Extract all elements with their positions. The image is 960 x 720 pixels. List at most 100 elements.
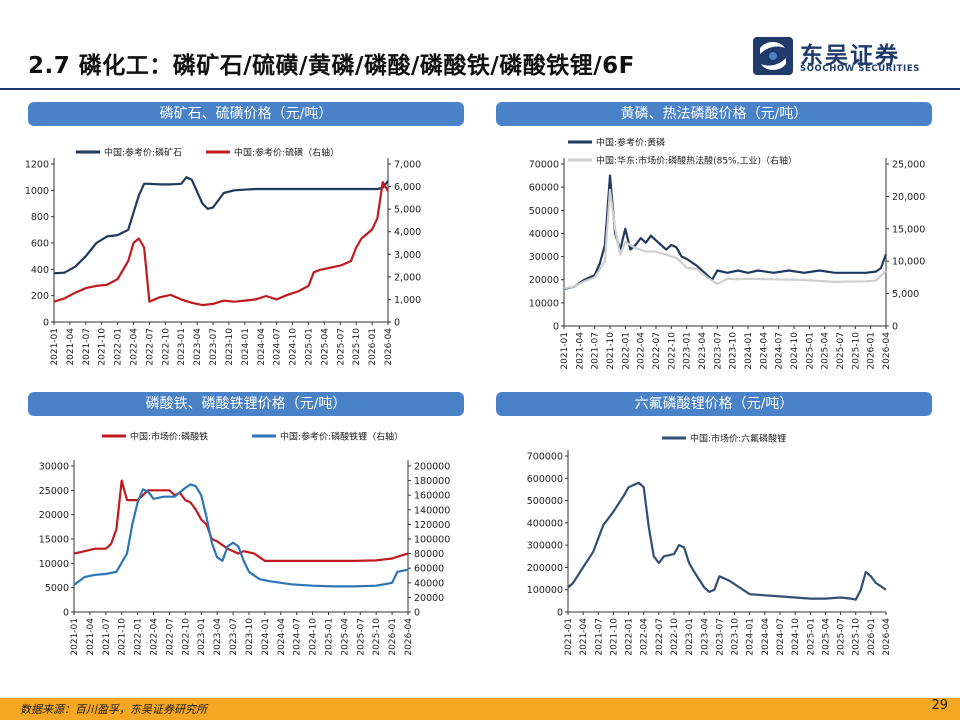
y-tick-label-left: 15000 (39, 535, 69, 546)
x-tick-label: 2021-01 (50, 328, 60, 366)
x-tick-label: 2022-01 (621, 332, 631, 370)
y-tick-label-left: 30000 (39, 462, 69, 473)
x-tick-label: 2024-10 (791, 618, 801, 656)
y-tick-label-right: 0 (414, 608, 420, 619)
x-tick-label: 2023-04 (193, 328, 203, 366)
x-tick-label: 2025-04 (821, 618, 831, 656)
series-line-1 (73, 483, 409, 588)
x-tick-label: 2021-10 (609, 618, 619, 656)
x-tick-label: 2021-07 (591, 332, 601, 370)
x-tick-label: 2021-04 (86, 618, 96, 656)
x-tick-label: 2023-10 (225, 328, 235, 366)
x-tick-label: 2026-04 (384, 328, 394, 366)
legend-label: 中国:市场价:六氟磷酸锂 (690, 433, 786, 445)
x-tick-label: 2021-07 (82, 328, 92, 366)
y-tick-label-right: 2,000 (394, 272, 421, 283)
company-logo: 东吴证券 SOOCHOW SECURITIES (752, 36, 942, 76)
x-tick-label: 2021-07 (102, 618, 112, 656)
y-tick-label-right: 15,000 (892, 224, 925, 235)
y-tick-label-left: 40000 (529, 229, 559, 240)
y-tick-label-left: 50000 (529, 206, 559, 217)
y-tick-label-right: 200000 (414, 462, 450, 473)
y-tick-label-right: 180000 (414, 476, 450, 487)
panel-label-phosphate-rock-sulfur: 磷矿石、硫磺价格（元/吨） (28, 102, 464, 126)
page-title: 2.7 磷化工：磷矿石/硫磺/黄磷/磷酸/磷酸铁/磷酸铁锂/6F (28, 53, 635, 79)
y-tick-label-left: 5000 (45, 583, 69, 594)
y-tick-label-right: 60000 (414, 564, 444, 575)
x-tick-label: 2026-04 (882, 332, 892, 370)
x-tick-label: 2023-01 (683, 332, 693, 370)
x-tick-label: 2023-04 (213, 618, 223, 656)
series-line-1 (563, 188, 887, 290)
x-tick-label: 2026-01 (388, 618, 398, 656)
x-tick-label: 2024-04 (759, 332, 769, 370)
header-rule (0, 88, 960, 90)
y-tick-label-right: 3,000 (394, 250, 421, 261)
panel-label-iron-phosphate-lfp: 磷酸铁、磷酸铁锂价格（元/吨） (28, 392, 464, 416)
x-tick-label: 2024-01 (746, 618, 756, 656)
y-tick-label-right: 140000 (414, 505, 450, 516)
x-tick-label: 2021-04 (579, 618, 589, 656)
y-tick-label-left: 10000 (529, 298, 559, 309)
x-tick-label: 2025-04 (340, 618, 350, 656)
x-tick-label: 2023-10 (245, 618, 255, 656)
y-tick-label-right: 6,000 (394, 182, 421, 193)
y-tick-label-right: 120000 (414, 520, 450, 531)
y-tick-label-right: 7,000 (394, 160, 421, 171)
y-tick-label-left: 200 (31, 291, 49, 302)
y-tick-label-right: 5,000 (394, 205, 421, 216)
x-tick-label: 2021-04 (575, 332, 585, 370)
x-tick-label: 2022-04 (150, 618, 160, 656)
panel-label-yellow-phosphorus-acid: 黄磷、热法磷酸价格（元/吨） (496, 102, 932, 126)
y-tick-label-right: 4,000 (394, 227, 421, 238)
x-tick-label: 2024-07 (293, 618, 303, 656)
y-tick-label-left: 20000 (39, 510, 69, 521)
y-tick-label-left: 10000 (39, 559, 69, 570)
x-tick-label: 2023-01 (177, 328, 187, 366)
y-tick-label-left: 400000 (527, 518, 563, 529)
x-tick-label: 2025-10 (372, 618, 382, 656)
y-tick-label-left: 0 (557, 608, 563, 619)
x-tick-label: 2023-07 (209, 328, 219, 366)
series-line-0 (53, 176, 389, 275)
x-tick-label: 2022-10 (161, 328, 171, 366)
x-tick-label: 2021-01 (70, 618, 80, 656)
x-tick-label: 2024-10 (289, 328, 299, 366)
series-line-0 (567, 481, 887, 601)
data-source-note: 数据来源：百川盈孚，东吴证券研究所 (20, 703, 207, 716)
x-tick-label: 2022-10 (181, 618, 191, 656)
y-tick-label-left: 600000 (527, 474, 563, 485)
x-tick-label: 2025-01 (304, 328, 314, 366)
legend-label: 中国:参考价:硫磺（右轴） (234, 147, 339, 159)
x-tick-label: 2024-04 (257, 328, 267, 366)
legend-label: 中国:华东:市场价:磷酸热法酸(85%,工业)（右轴） (596, 155, 797, 167)
x-tick-label: 2022-01 (114, 328, 124, 366)
x-tick-label: 2025-10 (851, 332, 861, 370)
y-tick-label-left: 1000 (25, 186, 49, 197)
x-tick-label: 2025-07 (356, 618, 366, 656)
chart-yellow-phosphorus-acid: 0 10000 20000 30000 40000 50000 60000 70000 0 5,0… (529, 137, 925, 370)
x-tick-label: 2026-01 (867, 618, 877, 656)
page-number: 29 (931, 698, 948, 713)
y-tick-label-right: 20000 (414, 593, 444, 604)
x-tick-label: 2023-07 (713, 332, 723, 370)
y-tick-label-left: 600 (31, 239, 49, 250)
x-tick-label: 2022-04 (640, 618, 650, 656)
legend-label: 中国:参考价:磷矿石 (104, 147, 182, 159)
chart-lipf6: 0 100000 200000 300000 400000 500000 600000 700… (527, 433, 892, 656)
x-tick-label: 2022-10 (670, 618, 680, 656)
y-tick-label-right: 1,000 (394, 295, 421, 306)
x-tick-label: 2023-10 (729, 332, 739, 370)
x-tick-label: 2025-10 (352, 328, 362, 366)
x-tick-label: 2022-01 (134, 618, 144, 656)
y-tick-label-right: 25,000 (892, 160, 925, 171)
x-tick-label: 2021-10 (98, 328, 108, 366)
x-tick-label: 2023-01 (197, 618, 207, 656)
x-tick-label: 2022-04 (637, 332, 647, 370)
y-tick-label-right: 0 (892, 322, 898, 333)
y-tick-label-left: 800 (31, 212, 49, 223)
y-tick-label-left: 0 (43, 318, 49, 329)
x-tick-label: 2022-07 (655, 618, 665, 656)
x-tick-label: 2023-04 (698, 332, 708, 370)
x-tick-label: 2024-04 (761, 618, 771, 656)
